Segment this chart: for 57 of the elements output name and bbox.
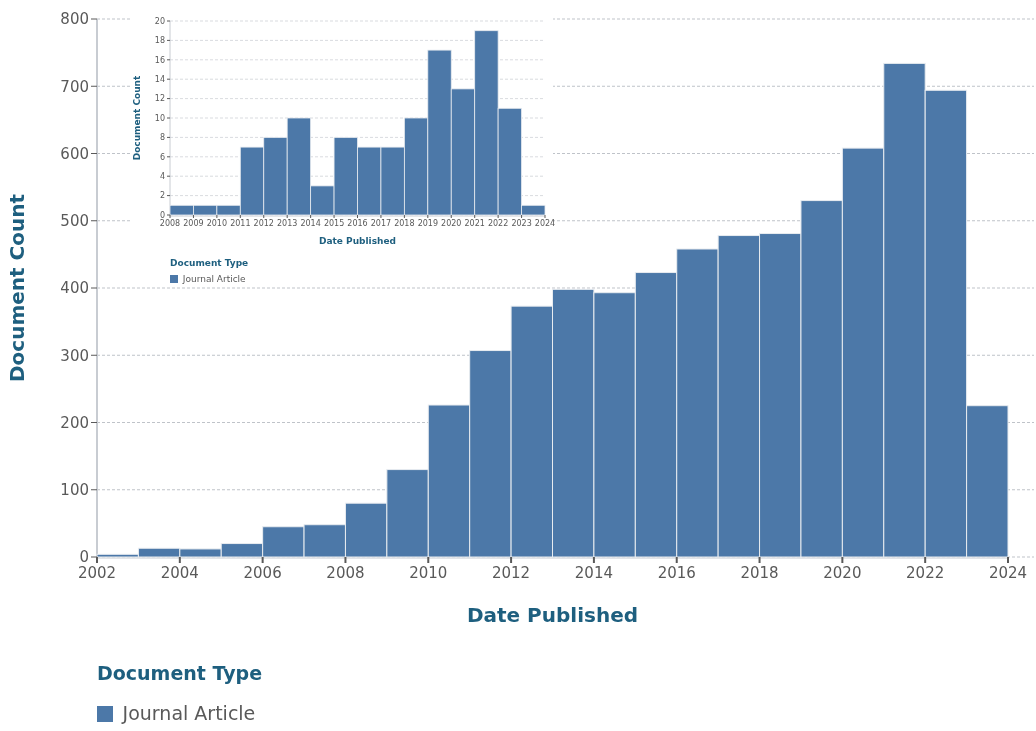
x-tick-label: 2011 <box>230 219 251 228</box>
y-tick-label: 14 <box>154 75 165 84</box>
x-tick-label: 2006 <box>243 564 282 582</box>
y-tick-label: 6 <box>159 152 165 162</box>
legend-label: Journal Article <box>181 274 247 285</box>
x-tick-label: 2013 <box>277 219 298 228</box>
y-tick-label: 300 <box>60 346 89 365</box>
y-tick-label: 4 <box>159 172 165 181</box>
x-tick-label: 2018 <box>740 564 779 582</box>
y-tick-label: 12 <box>154 94 165 104</box>
x-tick-label: 2022 <box>906 564 945 582</box>
y-tick-label: 0 <box>159 210 165 220</box>
x-axis-title: Date Published <box>318 236 397 246</box>
x-tick-label: 2004 <box>160 564 199 582</box>
y-tick-label: 600 <box>60 144 89 163</box>
x-tick-label: 2014 <box>300 219 321 228</box>
y-tick-label: 700 <box>60 77 89 96</box>
y-tick-label: 18 <box>154 36 165 46</box>
x-tick-label: 2018 <box>394 219 415 228</box>
x-tick-label: 2017 <box>370 219 392 228</box>
x-tick-label: 2020 <box>441 219 462 228</box>
x-tick-label: 2016 <box>347 219 368 228</box>
x-tick-label: 2010 <box>206 219 228 228</box>
x-tick-label: 2010 <box>409 564 448 582</box>
x-tick-label: 2022 <box>487 219 509 228</box>
x-tick-label: 2015 <box>323 219 345 228</box>
x-tick-label: 2016 <box>657 564 696 582</box>
legend-title: Document Type <box>97 662 263 684</box>
x-tick-label: 2014 <box>574 564 613 582</box>
legend-title: Document Type <box>170 258 249 268</box>
y-tick-label: 100 <box>60 481 89 499</box>
y-tick-label: 400 <box>60 279 89 298</box>
y-axis-title: Document Count <box>132 75 142 161</box>
y-tick-label: 16 <box>154 55 165 65</box>
y-tick-label: 10 <box>154 113 165 123</box>
y-tick-label: 200 <box>60 413 89 432</box>
x-tick-label: 2012 <box>492 564 531 582</box>
y-tick-label: 2 <box>159 191 165 201</box>
y-tick-label: 0 <box>79 548 89 567</box>
x-tick-label: 2024 <box>988 564 1028 582</box>
x-tick-label: 2012 <box>253 219 274 228</box>
x-tick-label: 2024 <box>534 219 556 228</box>
x-tick-label: 2023 <box>511 219 532 228</box>
y-tick-label: 20 <box>154 16 165 26</box>
x-tick-label: 2020 <box>823 564 862 582</box>
x-tick-label: 2019 <box>417 219 438 228</box>
y-tick-label: 800 <box>60 10 89 29</box>
x-tick-label: 2002 <box>77 564 117 582</box>
y-tick-label: 8 <box>159 133 165 143</box>
y-axis-title: Document Count <box>5 193 29 383</box>
x-tick-label: 2008 <box>159 219 181 228</box>
legend-label: Journal Article <box>121 702 256 725</box>
x-tick-label: 2009 <box>183 219 204 228</box>
y-tick-label: 500 <box>60 212 89 230</box>
x-tick-label: 2021 <box>464 219 485 228</box>
x-tick-label: 2008 <box>326 564 365 582</box>
x-axis-title: Date Published <box>466 603 639 627</box>
